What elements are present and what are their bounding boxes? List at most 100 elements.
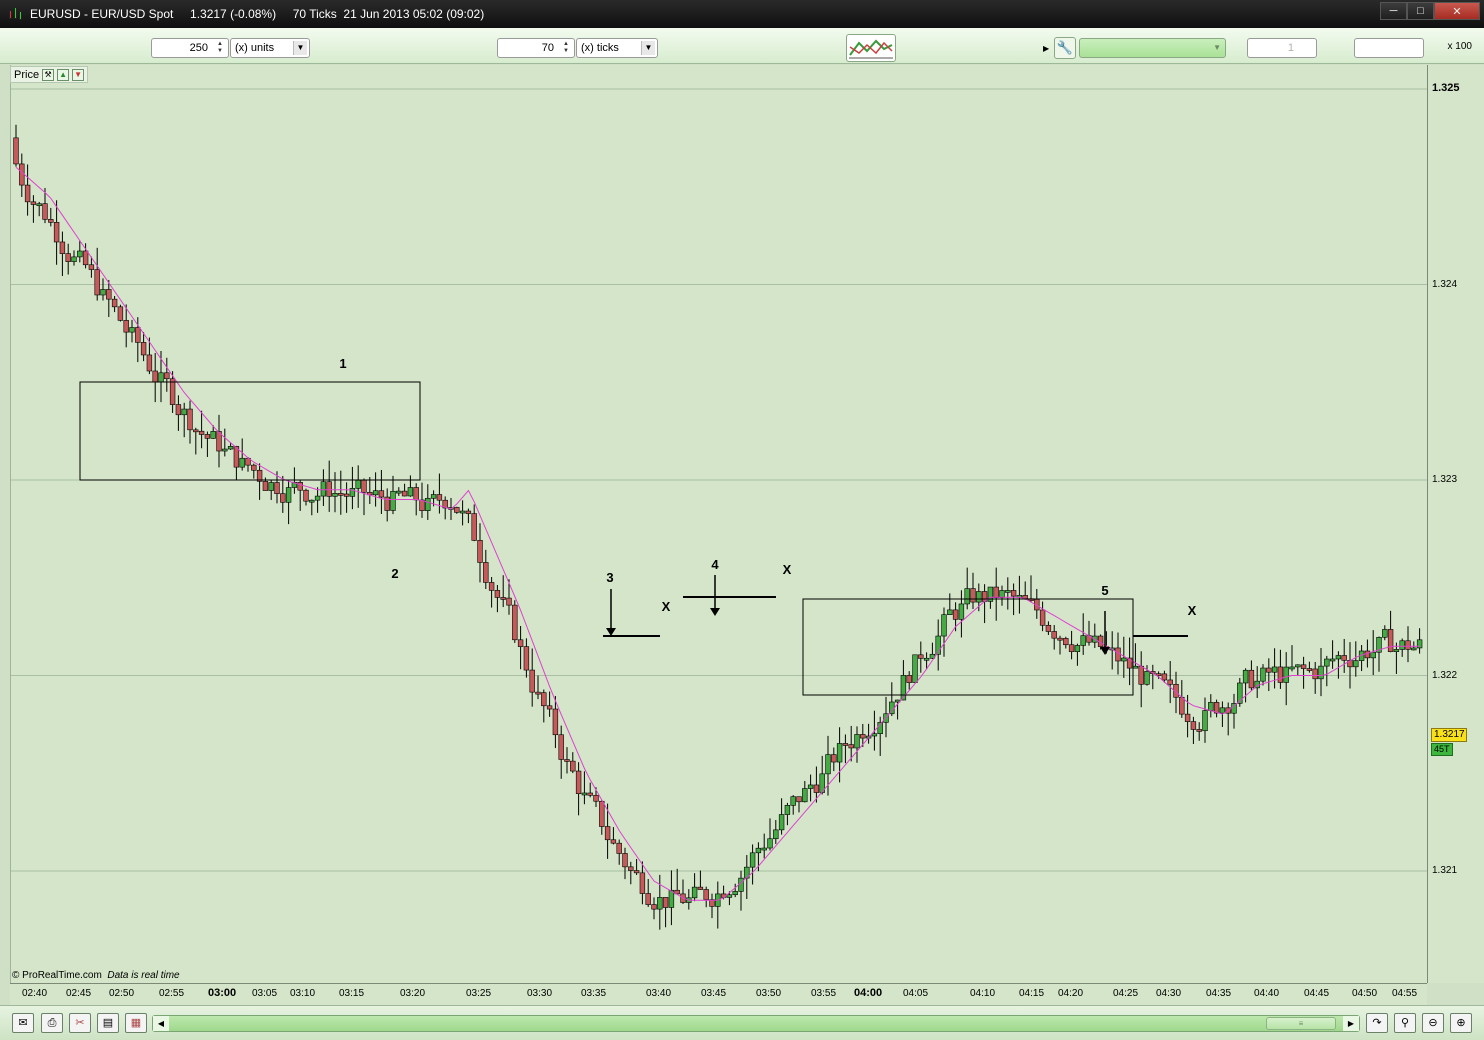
bull-candle bbox=[1219, 707, 1226, 714]
bull-candle bbox=[964, 588, 970, 605]
move-down-icon[interactable]: ▼ bbox=[72, 68, 85, 81]
bear-candle bbox=[506, 597, 512, 606]
bear-candle bbox=[662, 897, 669, 908]
time-label: 04:20 bbox=[1058, 988, 1084, 999]
annotation-label: X bbox=[1188, 603, 1197, 618]
scissors-icon[interactable]: ✂ bbox=[69, 1013, 91, 1033]
bull-candle bbox=[767, 838, 773, 849]
envelope-icon[interactable]: ✉ bbox=[12, 1013, 34, 1033]
units-stepper[interactable]: 250 ▲ ▼ bbox=[151, 38, 229, 58]
chart-plot-area[interactable] bbox=[10, 65, 1427, 983]
blank-field[interactable] bbox=[1354, 38, 1424, 58]
bull-candle bbox=[396, 490, 402, 494]
bull-candle bbox=[1237, 682, 1243, 704]
zoom-in-icon[interactable]: ⊕ bbox=[1450, 1013, 1472, 1033]
bull-candle bbox=[71, 256, 77, 262]
close-button[interactable]: ✕ bbox=[1434, 2, 1480, 20]
bear-candle bbox=[500, 597, 506, 600]
notepad-icon[interactable]: ▤ bbox=[97, 1013, 119, 1033]
caret-right-icon[interactable]: ▶ bbox=[1043, 44, 1050, 53]
bear-candle bbox=[384, 496, 390, 511]
bear-candle bbox=[338, 493, 344, 496]
bear-candle bbox=[703, 889, 709, 900]
bull-candle bbox=[1318, 665, 1324, 680]
minimize-icon: ─ bbox=[1389, 5, 1398, 17]
bull-candle bbox=[854, 734, 860, 749]
ticks-stepper[interactable]: 70 ▲ ▼ bbox=[497, 38, 575, 58]
bear-candle bbox=[1184, 713, 1191, 722]
chevron-left-icon[interactable]: ◀ bbox=[153, 1016, 169, 1031]
bear-candle bbox=[622, 853, 628, 868]
move-up-icon[interactable]: ▲ bbox=[57, 68, 70, 81]
chart-type-button[interactable] bbox=[846, 34, 896, 62]
bull-candle bbox=[657, 897, 663, 910]
bear-candle bbox=[558, 734, 564, 760]
bear-candle bbox=[19, 163, 25, 186]
bear-candle bbox=[251, 464, 257, 471]
time-label: 03:35 bbox=[581, 988, 607, 999]
stepper-arrows-icon[interactable]: ▲ ▼ bbox=[217, 41, 223, 54]
price-axis[interactable] bbox=[1427, 65, 1484, 983]
scroll-thumb[interactable]: ≡ bbox=[1266, 1017, 1336, 1030]
bear-candle bbox=[1312, 668, 1318, 680]
bull-candle bbox=[958, 603, 965, 620]
ticks-dropdown[interactable]: (x) ticks ▼ bbox=[576, 38, 658, 58]
bear-candle bbox=[1306, 668, 1313, 671]
stepper-arrows-icon[interactable]: ▲ ▼ bbox=[563, 41, 569, 54]
time-label: 03:15 bbox=[339, 988, 365, 999]
bear-candle bbox=[280, 493, 286, 503]
bear-candle bbox=[135, 327, 141, 343]
bull-candle bbox=[1260, 667, 1266, 682]
time-axis[interactable] bbox=[10, 983, 1427, 1005]
bull-candle bbox=[1382, 629, 1388, 638]
bear-candle bbox=[1161, 673, 1168, 681]
zoom-fit-icon[interactable]: ⚲ bbox=[1394, 1013, 1416, 1033]
indicator-dropdown[interactable]: ▼ bbox=[1079, 38, 1226, 58]
time-label: 04:25 bbox=[1113, 988, 1139, 999]
bear-candle bbox=[442, 499, 448, 509]
minimize-button[interactable]: ─ bbox=[1380, 2, 1407, 20]
chart-scrollbar[interactable]: ◀ ≡ ▶ bbox=[152, 1015, 1360, 1032]
time-label: 04:10 bbox=[970, 988, 996, 999]
bear-candle bbox=[488, 582, 495, 591]
time-label: 03:00 bbox=[208, 987, 237, 999]
bear-candle bbox=[610, 839, 617, 844]
bear-candle bbox=[82, 250, 89, 266]
bear-candle bbox=[175, 404, 182, 416]
time-label: 04:05 bbox=[903, 988, 929, 999]
bull-candle bbox=[36, 203, 42, 207]
wrench-icon[interactable]: ⚒ bbox=[42, 68, 55, 81]
bear-candle bbox=[1300, 664, 1307, 669]
bear-candle bbox=[587, 792, 593, 796]
bull-candle bbox=[1370, 651, 1376, 659]
bear-candle bbox=[65, 253, 71, 262]
annotation-label: 4 bbox=[711, 557, 719, 572]
price-panel-title: Price bbox=[14, 68, 40, 81]
bear-candle bbox=[523, 646, 530, 671]
time-label: 03:30 bbox=[527, 988, 553, 999]
bear-candle bbox=[1138, 665, 1144, 685]
range-box bbox=[802, 598, 1134, 696]
bull-candle bbox=[999, 590, 1005, 598]
bear-candle bbox=[918, 654, 924, 659]
chevron-right-icon[interactable]: ▶ bbox=[1343, 1016, 1359, 1031]
auto-scroll-icon[interactable]: ↷ bbox=[1366, 1013, 1388, 1033]
units-dropdown[interactable]: (x) units ▼ bbox=[230, 38, 310, 58]
printer-icon[interactable]: ⎙ bbox=[41, 1013, 63, 1033]
bull-candle bbox=[802, 788, 808, 803]
bull-candle bbox=[268, 482, 274, 491]
bear-candle bbox=[13, 137, 19, 165]
bull-candle bbox=[778, 814, 785, 831]
side-stepper[interactable]: 1 bbox=[1247, 38, 1317, 58]
zoom-out-icon[interactable]: ⊖ bbox=[1422, 1013, 1444, 1033]
maximize-button[interactable]: □ bbox=[1407, 2, 1434, 20]
time-label: 02:55 bbox=[159, 988, 185, 999]
bull-candle bbox=[581, 792, 588, 796]
bear-candle bbox=[24, 184, 31, 203]
down-arrow-icon bbox=[710, 608, 720, 616]
bear-candle bbox=[529, 669, 535, 693]
bear-candle bbox=[1196, 729, 1202, 732]
wrench-button[interactable]: 🔧 bbox=[1054, 37, 1076, 59]
bear-candle bbox=[575, 770, 582, 794]
grid-icon[interactable]: ▦ bbox=[125, 1013, 147, 1033]
